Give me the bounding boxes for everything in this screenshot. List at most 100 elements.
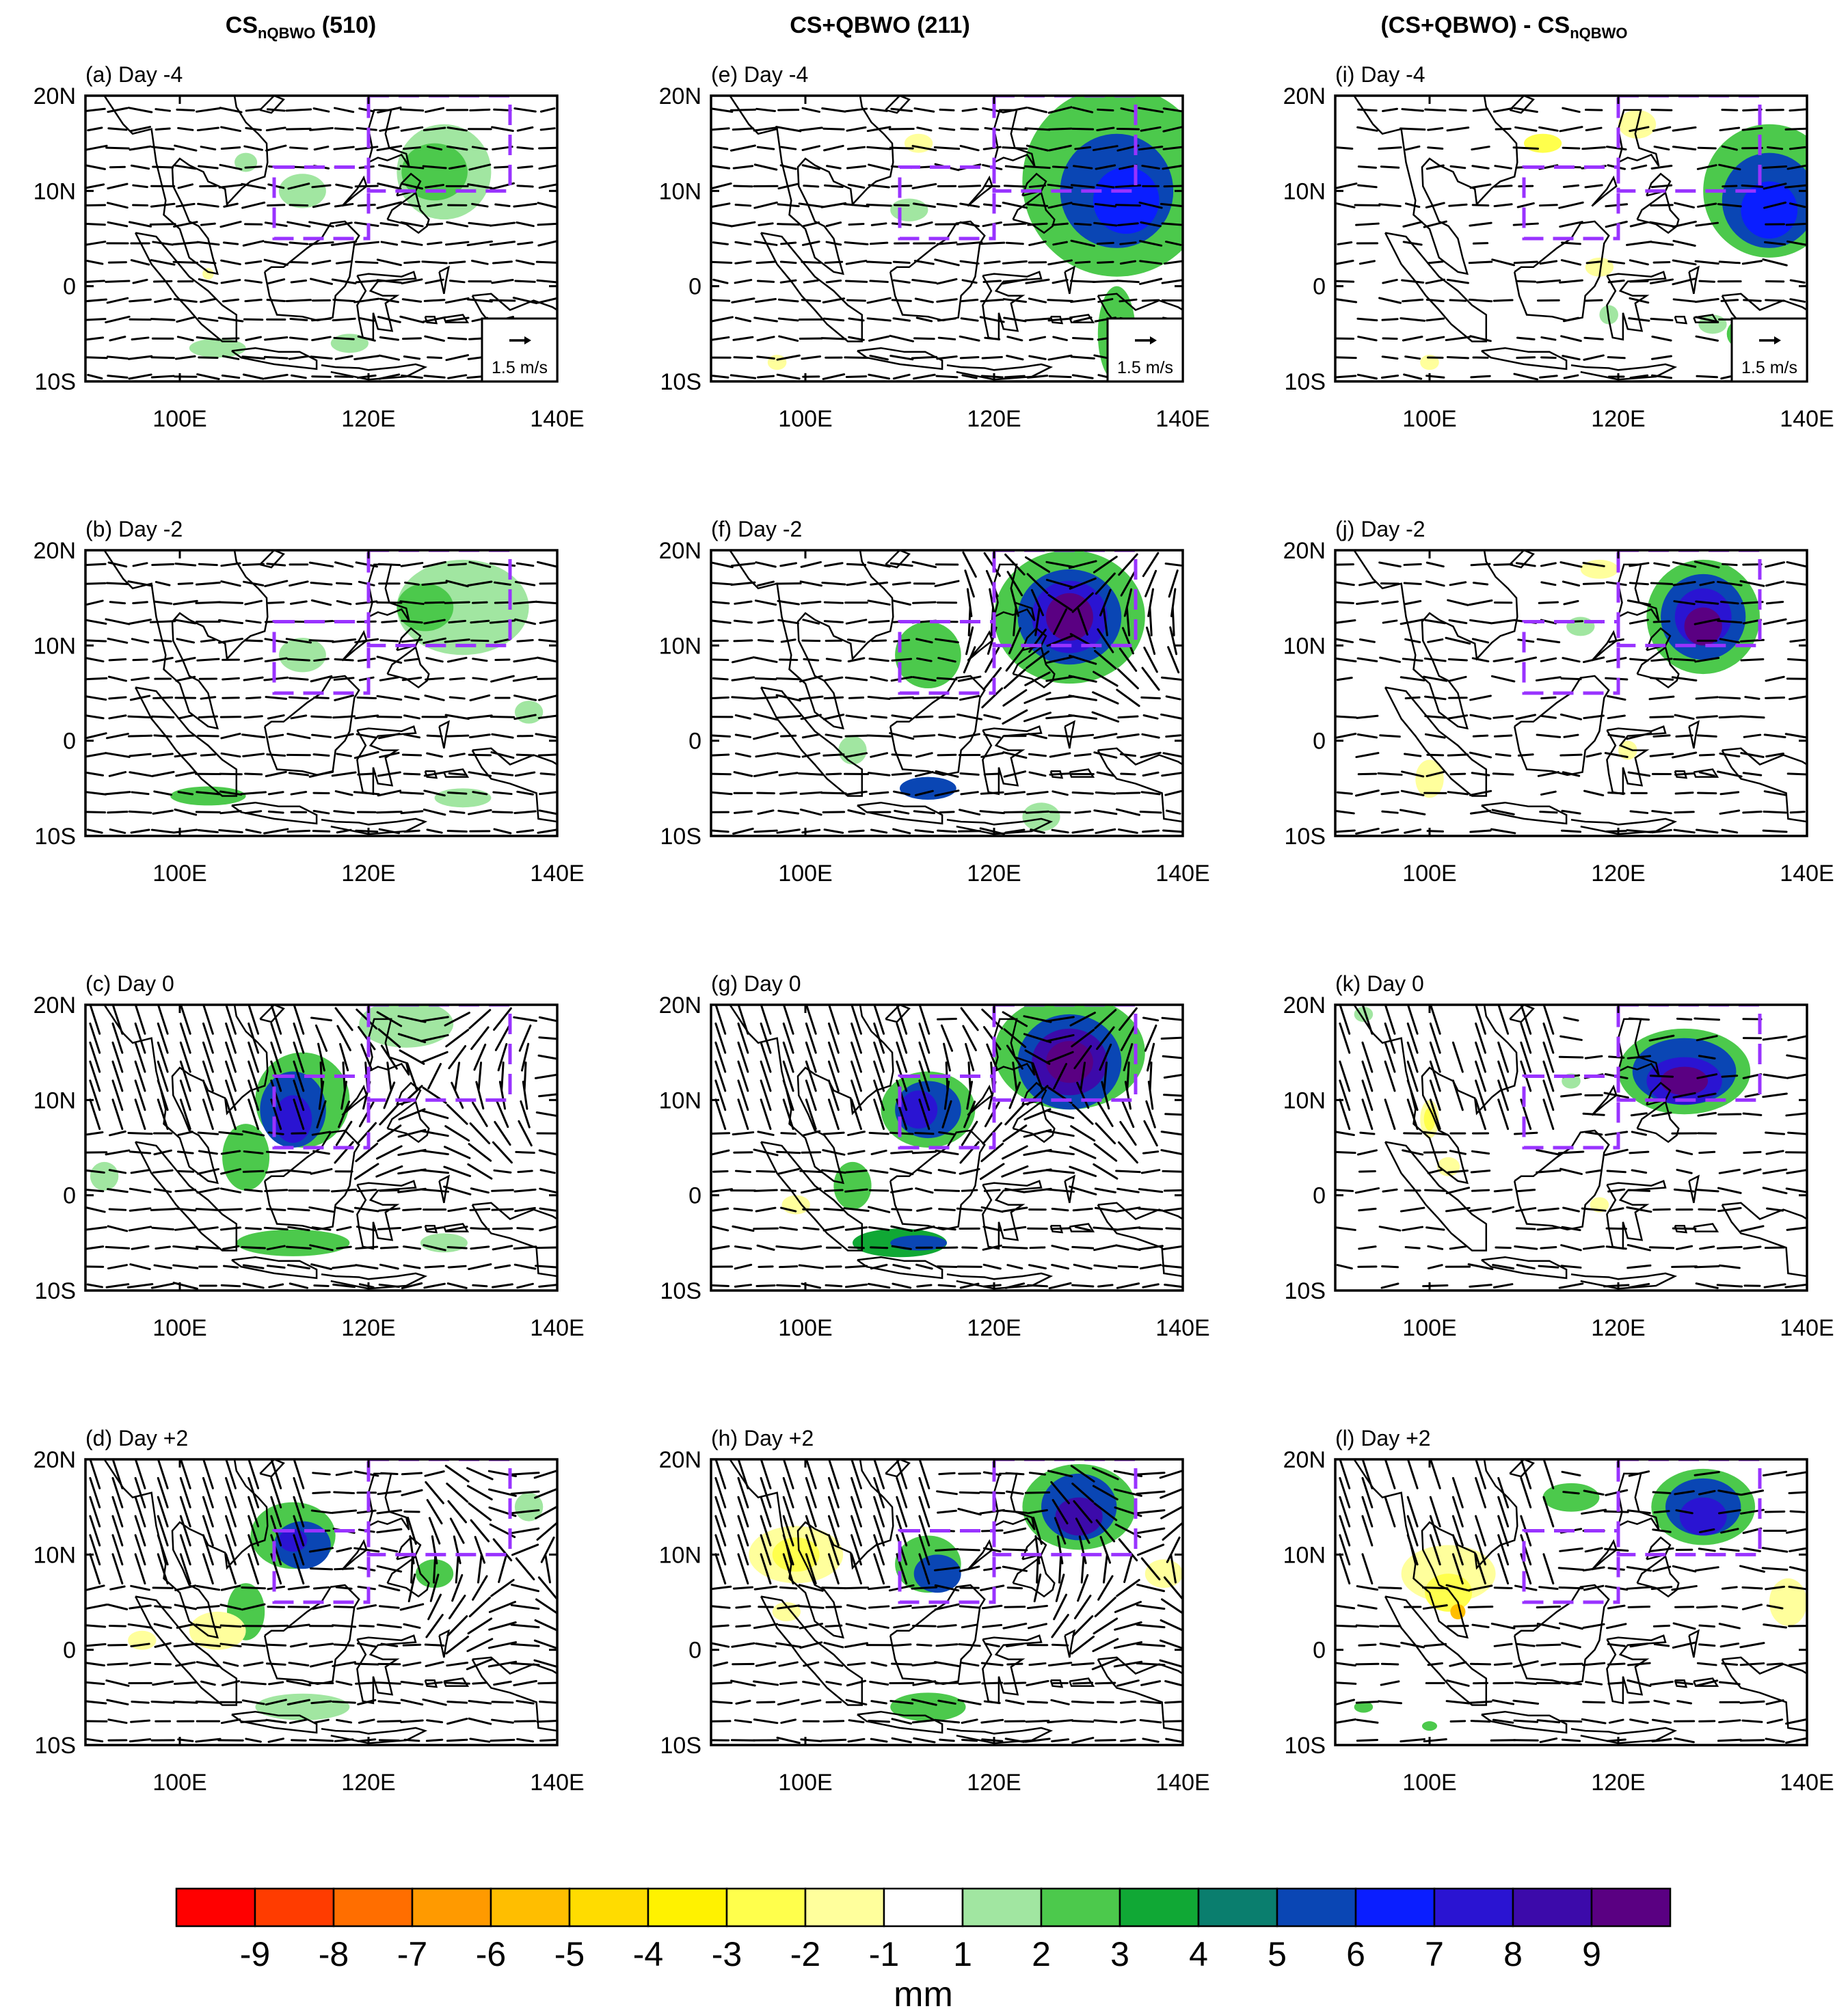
coastline: [1606, 1634, 1667, 1705]
reference-vector-label: 1.5 m/s: [1117, 358, 1173, 377]
coastline: [1693, 1677, 1719, 1687]
colorbar: -9 -8 -7 -6 -5 -4 -3 -2 -1 1 2 3 4 5 6 7 8 9 mm: [175, 1887, 1672, 2013]
lon-tick-label: 120E: [1591, 1770, 1645, 1796]
coastline: [321, 1272, 428, 1290]
lat-tick-label: 10N: [659, 633, 701, 659]
coastline: [134, 686, 238, 797]
precip-shading: [890, 1692, 966, 1722]
coastline: [967, 175, 993, 207]
lat-tick-label: 0: [1313, 729, 1326, 755]
coastline: [1384, 1141, 1488, 1252]
coastline: [1591, 630, 1618, 662]
coastline: [996, 976, 1008, 986]
lat-tick-label: 0: [688, 729, 701, 755]
colorbar-tick-label: 3: [1110, 1935, 1129, 1973]
colorbar-tick-label: 5: [1268, 1935, 1287, 1973]
map-panel: (a) Day -4 100E 120E 140E 20N 10N 0 10S 1.5 m/s: [34, 62, 585, 432]
coastline: [471, 747, 557, 823]
lat-tick-label: 20N: [1283, 992, 1326, 1018]
precip-shading: [904, 133, 933, 153]
coastline: [1620, 522, 1633, 532]
coastline: [1064, 720, 1076, 749]
lat-tick-label: 10S: [35, 369, 77, 395]
panel-frame: [1334, 1003, 1808, 1292]
lon-tick-label: 120E: [341, 1770, 395, 1796]
lat-tick-label: 0: [63, 729, 76, 755]
coastline: [1353, 96, 1518, 275]
colorbar-tick-label: -4: [633, 1935, 663, 1973]
precip-shading: [1661, 1066, 1709, 1096]
panel-frame: [84, 1458, 559, 1746]
lon-tick-label: 100E: [152, 406, 206, 432]
coastline: [1636, 191, 1680, 234]
coastline: [424, 1225, 438, 1234]
coastline: [259, 1459, 285, 1478]
precip-shading: [1524, 133, 1562, 153]
precip-shading: [1684, 607, 1722, 646]
coastline: [259, 96, 285, 114]
coastline: [1384, 686, 1488, 797]
wind-vectors: [1335, 1459, 1807, 1744]
lat-tick-label: 0: [688, 1638, 701, 1664]
coastline: [1570, 818, 1678, 835]
colorbar-tick-label: 7: [1425, 1935, 1444, 1973]
colorbar-bin: [332, 1887, 414, 1928]
colorbar-tick-label: -9: [240, 1935, 270, 1973]
coastline: [103, 550, 269, 730]
lat-tick-label: 10S: [35, 824, 77, 850]
coastline: [263, 1129, 360, 1231]
precip-shading: [1421, 1721, 1438, 1731]
column-title-2: CS+QBWO (211): [790, 12, 970, 38]
region-box: [366, 550, 512, 647]
lon-tick-label: 100E: [778, 861, 832, 887]
coastline: [134, 1141, 238, 1252]
panel-label: (a) Day -4: [85, 62, 183, 87]
coastline: [134, 1595, 238, 1706]
region-box: [1616, 96, 1762, 193]
region-box: [1616, 550, 1762, 647]
precip-shading: [1450, 1604, 1466, 1620]
colorbar-tick-label: -2: [790, 1935, 820, 1973]
lon-tick-label: 100E: [778, 1770, 832, 1796]
colorbar-bin: [411, 1887, 492, 1928]
precip-shading: [514, 701, 544, 724]
coastline: [967, 630, 993, 662]
panel-label: (k) Day 0: [1335, 971, 1424, 996]
region-box: [1616, 1459, 1762, 1556]
panel-frame: [710, 94, 1184, 383]
coastline: [1012, 646, 1056, 689]
lat-tick-label: 0: [63, 274, 76, 300]
coastline: [259, 1005, 285, 1023]
map-panel: (i) Day -4 100E 120E 140E 20N 10N 0 10S 1.5 m/s: [1283, 62, 1834, 432]
region-box: [366, 96, 512, 193]
region-box: [272, 1529, 371, 1604]
map-panel: (f) Day -2 100E 120E 140E 20N 10N 0 10S: [659, 517, 1210, 887]
precip-shading: [189, 338, 246, 358]
coastline: [996, 1431, 1008, 1441]
precip-shading: [913, 1554, 961, 1593]
coastline: [946, 818, 1054, 835]
coastline: [424, 770, 438, 779]
colorbar-tick-label: 4: [1189, 1935, 1208, 1973]
precip-shading: [1679, 1497, 1727, 1536]
coastline: [760, 232, 863, 342]
lat-tick-label: 10S: [660, 369, 702, 395]
coastline: [946, 1272, 1054, 1290]
lat-tick-label: 10N: [1283, 633, 1326, 659]
precip-shading: [1618, 740, 1637, 760]
lat-tick-label: 10S: [1285, 1733, 1326, 1759]
coastline: [386, 1555, 430, 1598]
lat-tick-label: 10N: [1283, 178, 1326, 204]
precip-shading: [1022, 802, 1060, 832]
coastline: [889, 675, 986, 776]
panel-frame: [1334, 1458, 1808, 1746]
colorbar-tick-label: -1: [869, 1935, 899, 1973]
coastline: [1481, 1710, 1568, 1734]
coastline: [1674, 1225, 1688, 1234]
coastline: [857, 801, 943, 825]
panel-label: (g) Day 0: [711, 971, 801, 996]
coastline: [471, 1202, 557, 1278]
coastline: [967, 1084, 993, 1116]
coastline: [982, 1634, 1043, 1705]
precip-shading: [1542, 1483, 1600, 1512]
